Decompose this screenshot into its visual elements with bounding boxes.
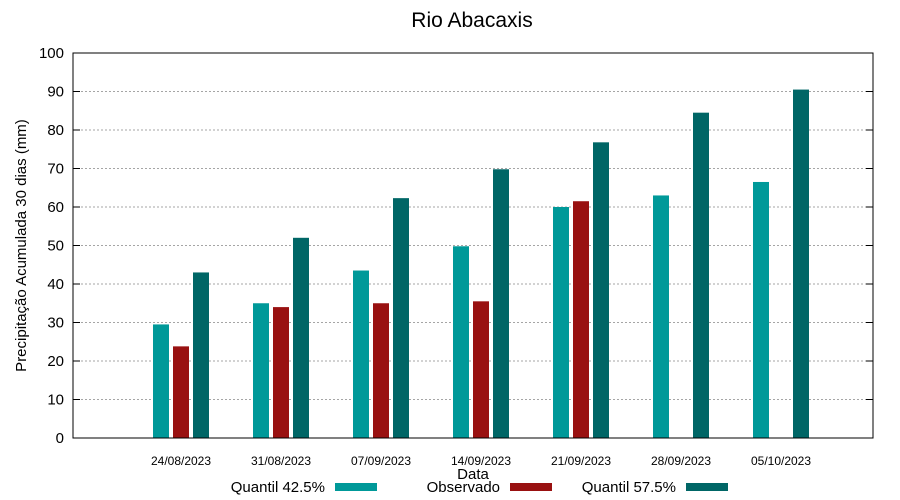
y-tick-label: 50 <box>47 238 64 255</box>
x-tick-label: 05/10/2023 <box>751 454 811 468</box>
bar-quantil-42-5--6 <box>753 181 769 438</box>
bar-observado-1 <box>273 307 289 438</box>
bar-quantil-57-5--4 <box>593 142 609 438</box>
y-axis: 0 10 20 30 40 50 60 70 80 90 100 <box>39 45 873 447</box>
legend-swatch <box>335 483 377 491</box>
legend-label: Quantil 57.5% <box>582 479 676 496</box>
bar-observado-2 <box>373 303 389 438</box>
y-tick-label: 30 <box>47 315 64 332</box>
x-tick-label: 14/09/2023 <box>451 454 511 468</box>
y-tick-label: 0 <box>56 430 64 447</box>
bar-quantil-42-5--4 <box>553 207 569 438</box>
y-tick-label: 100 <box>39 45 64 62</box>
y-tick-label: 80 <box>47 122 64 139</box>
bar-quantil-42-5--5 <box>653 195 669 438</box>
bar-quantil-57-5--0 <box>193 272 209 438</box>
bar-quantil-57-5--2 <box>393 198 409 438</box>
x-tick-label: 31/08/2023 <box>251 454 311 468</box>
bar-observado-0 <box>173 346 189 438</box>
x-tick-label: 24/08/2023 <box>151 454 211 468</box>
x-axis-label: Data <box>457 466 489 483</box>
bar-observado-4 <box>573 201 589 438</box>
bar-quantil-57-5--6 <box>793 89 809 438</box>
bar-quantil-42-5--3 <box>453 246 469 438</box>
y-tick-label: 70 <box>47 161 64 178</box>
legend-label: Observado <box>427 479 500 496</box>
legend: Quantil 42.5% Observado Quantil 57.5% <box>231 479 728 496</box>
y-tick-label: 10 <box>47 392 64 409</box>
chart-title: Rio Abacaxis <box>411 9 532 32</box>
y-axis-label: Precipitação Acumulada 30 dias (mm) <box>13 119 30 372</box>
x-tick-label: 21/09/2023 <box>551 454 611 468</box>
legend-swatch <box>510 483 552 491</box>
y-tick-label: 90 <box>47 84 64 101</box>
y-tick-label: 60 <box>47 199 64 216</box>
legend-label: Quantil 42.5% <box>231 479 325 496</box>
y-tick-label: 20 <box>47 353 64 370</box>
y-tick-label: 40 <box>47 276 64 293</box>
x-tick-label: 07/09/2023 <box>351 454 411 468</box>
bar-quantil-42-5--1 <box>253 303 269 438</box>
legend-swatch <box>686 483 728 491</box>
bar-quantil-57-5--5 <box>693 112 709 439</box>
bar-quantil-42-5--2 <box>353 270 369 438</box>
bar-observado-3 <box>473 301 489 438</box>
bar-quantil-42-5--0 <box>153 324 169 438</box>
bar-quantil-57-5--3 <box>493 169 509 438</box>
x-tick-label: 28/09/2023 <box>651 454 711 468</box>
x-axis: 24/08/2023 31/08/2023 07/09/2023 14/09/2023… <box>151 454 811 468</box>
bars-layer <box>153 89 809 439</box>
bar-quantil-57-5--1 <box>293 237 309 438</box>
